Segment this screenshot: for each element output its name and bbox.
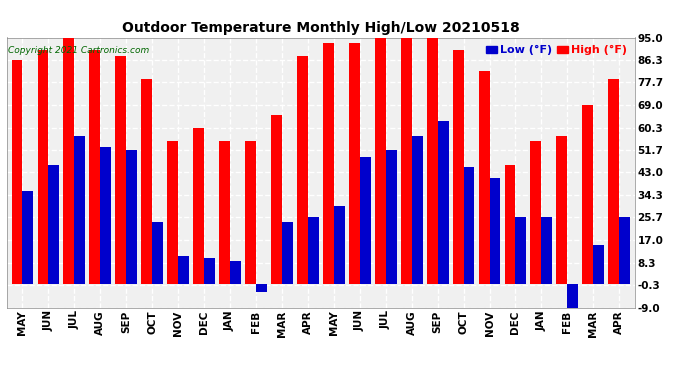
Bar (115, 56, 126, 284)
Bar (308, 217, 319, 284)
Bar (453, 51, 464, 284)
Bar (219, 141, 230, 284)
Bar (297, 56, 308, 284)
Bar (12, 60, 23, 284)
Bar (271, 116, 282, 284)
Bar (375, 38, 386, 284)
Bar (542, 217, 552, 284)
Bar (90, 51, 100, 284)
Bar (37, 51, 48, 284)
Bar (426, 38, 437, 284)
Title: Outdoor Temperature Monthly High/Low 20210518: Outdoor Temperature Monthly High/Low 202… (122, 21, 520, 35)
Bar (48, 165, 59, 284)
Bar (619, 217, 630, 284)
Bar (437, 121, 448, 284)
Bar (349, 43, 359, 284)
Bar (193, 128, 204, 284)
Bar (141, 79, 152, 284)
Bar (401, 38, 412, 284)
Bar (504, 165, 515, 284)
Bar (386, 150, 397, 284)
Bar (245, 141, 256, 284)
Bar (204, 258, 215, 284)
Bar (167, 141, 178, 284)
Bar (412, 136, 422, 284)
Bar (464, 167, 475, 284)
Bar (152, 222, 163, 284)
Bar (531, 141, 542, 284)
Bar (23, 190, 33, 284)
Bar (334, 206, 345, 284)
Bar (515, 217, 526, 284)
Bar (126, 150, 137, 284)
Bar (100, 147, 111, 284)
Text: Copyright 2021 Cartronics.com: Copyright 2021 Cartronics.com (8, 46, 150, 55)
Bar (230, 261, 241, 284)
Bar (479, 71, 489, 284)
Legend: Low (°F), High (°F): Low (°F), High (°F) (483, 43, 629, 58)
Bar (63, 38, 75, 284)
Bar (256, 284, 267, 292)
Bar (567, 284, 578, 308)
Bar (556, 136, 567, 284)
Bar (75, 136, 86, 284)
Bar (582, 105, 593, 284)
Bar (323, 43, 334, 284)
Bar (609, 79, 619, 284)
Bar (178, 256, 189, 284)
Bar (489, 178, 500, 284)
Bar (359, 157, 371, 284)
Bar (282, 222, 293, 284)
Bar (593, 245, 604, 284)
